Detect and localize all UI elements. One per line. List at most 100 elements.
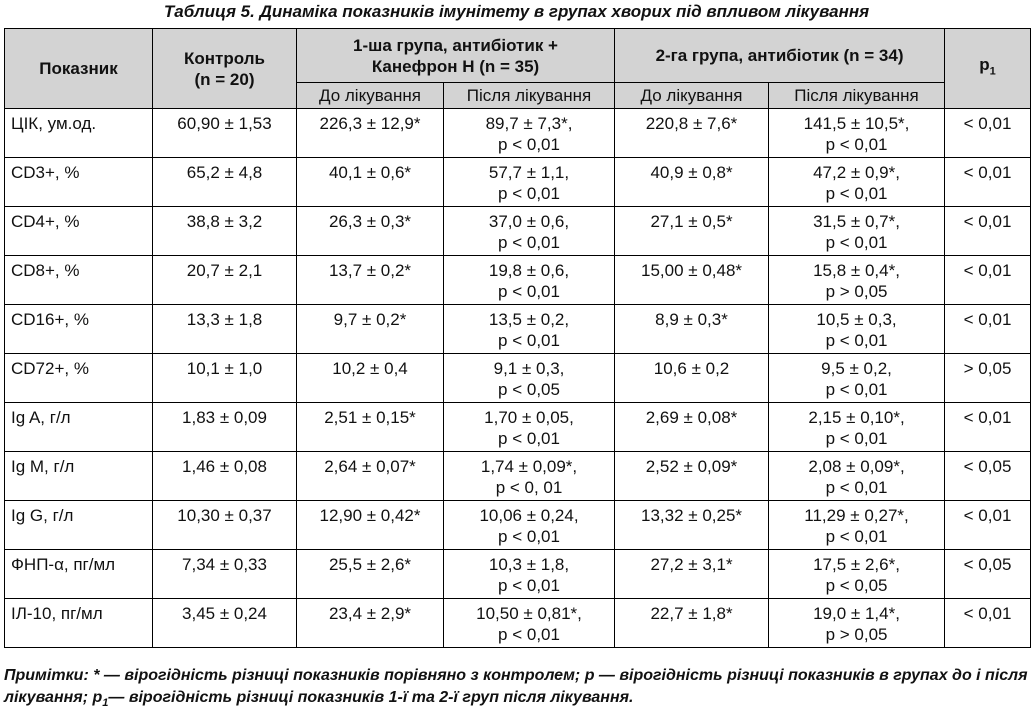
table-cell: 40,1 ± 0,6* bbox=[296, 157, 444, 207]
table-cell: 15,8 ± 0,4*, p > 0,05 bbox=[768, 255, 946, 305]
table-cell: 10,3 ± 1,8, p < 0,01 bbox=[442, 549, 616, 599]
table-cell: 37,0 ± 0,6, p < 0,01 bbox=[442, 206, 616, 256]
subheader-cell: До лікування bbox=[614, 82, 770, 109]
table-cell: 47,2 ± 0,9*, p < 0,01 bbox=[768, 157, 946, 207]
row-label: CD3+, % bbox=[4, 157, 153, 207]
row-label: CD16+, % bbox=[4, 304, 153, 354]
cell-line: p < 0,01 bbox=[498, 429, 560, 448]
table-cell: 10,1 ± 1,0 bbox=[152, 353, 297, 403]
table-cell: 27,2 ± 3,1* bbox=[614, 549, 770, 599]
table-body: ЦІК, ум.од. 60,90 ± 1,53 226,3 ± 12,9* 89,7… bbox=[4, 108, 1032, 648]
table-cell: 60,90 ± 1,53 bbox=[152, 108, 297, 158]
table-cell: 10,6 ± 0,2 bbox=[614, 353, 770, 403]
table-cell: 10,30 ± 0,37 bbox=[152, 500, 297, 550]
cell-line: p < 0,01 bbox=[498, 331, 560, 350]
table-cell: 10,50 ± 0,81*, p < 0,01 bbox=[442, 598, 616, 648]
row-label: Ig A, г/л bbox=[4, 402, 153, 452]
header-cell: Показник bbox=[4, 28, 153, 109]
cell-line: 19,0 ± 1,4*, bbox=[813, 604, 900, 623]
cell-line: 1-ша група, антибіотик + bbox=[353, 35, 558, 55]
cell-line: 37,0 ± 0,6, bbox=[488, 212, 570, 231]
table-row: CD72+, % 10,1 ± 1,0 10,2 ± 0,4 9,1 ± 0,3, p … bbox=[4, 353, 1032, 403]
subscript: 1 bbox=[989, 65, 996, 78]
p-symbol: p bbox=[979, 55, 990, 75]
table-cell: < 0,05 bbox=[944, 549, 1032, 599]
cell-line: 1,74 ± 0,09*, bbox=[480, 457, 578, 476]
data-table: Показник Контроль (n = 20) 1-ша група, ан… bbox=[4, 28, 1032, 648]
cell-line: 89,7 ± 7,3*, bbox=[485, 114, 573, 133]
table-cell: 65,2 ± 4,8 bbox=[152, 157, 297, 207]
cell-line: 9,1 ± 0,3, bbox=[493, 359, 565, 378]
table-row: ІЛ-10, пг/мл 3,45 ± 0,24 23,4 ± 2,9* 10,50 … bbox=[4, 598, 1032, 648]
cell-line: 10,06 ± 0,24, bbox=[479, 506, 579, 525]
note-text: — вірогідність різниці показників 1-ї та… bbox=[108, 689, 634, 706]
table-cell: 13,3 ± 1,8 bbox=[152, 304, 297, 354]
table-cell: 22,7 ± 1,8* bbox=[614, 598, 770, 648]
cell-line: Канефрон Н (n = 35) bbox=[371, 56, 540, 76]
subheader-cell: Після лікування bbox=[442, 82, 616, 109]
cell-line: 13,5 ± 0,2, bbox=[488, 310, 570, 329]
table-cell: 8,9 ± 0,3* bbox=[614, 304, 770, 354]
table-cell: < 0,05 bbox=[944, 451, 1032, 501]
table-cell: 57,7 ± 1,1, p < 0,01 bbox=[442, 157, 616, 207]
cell-line: p < 0,01 bbox=[825, 429, 888, 448]
table-cell: < 0,01 bbox=[944, 157, 1032, 207]
table-cell: 13,32 ± 0,25* bbox=[614, 500, 770, 550]
table-cell: 141,5 ± 10,5*, p < 0,01 bbox=[768, 108, 946, 158]
table-title: Таблиця 5. Динаміка показників імунітету… bbox=[163, 2, 870, 21]
table-cell: 11,29 ± 0,27*, p < 0,01 bbox=[768, 500, 946, 550]
cell-line: 47,2 ± 0,9*, bbox=[813, 163, 900, 182]
cell-line: p < 0,01 bbox=[498, 135, 560, 154]
cell-line: p < 0,01 bbox=[825, 478, 888, 497]
cell-line: p < 0,01 bbox=[825, 331, 888, 350]
table-cell: 20,7 ± 2,1 bbox=[152, 255, 297, 305]
subscript: 1 bbox=[102, 697, 109, 710]
cell-line: p > 0,05 bbox=[825, 625, 888, 644]
cell-line: p < 0,01 bbox=[498, 527, 560, 546]
cell-line: 10,5 ± 0,3, bbox=[816, 310, 897, 329]
cell-line: 11,29 ± 0,27*, bbox=[804, 506, 909, 525]
table-cell: 2,64 ± 0,07* bbox=[296, 451, 444, 501]
cell-line: p < 0,01 bbox=[825, 184, 888, 203]
cell-line: p < 0,01 bbox=[498, 184, 560, 203]
table-cell: 9,1 ± 0,3, p < 0,05 bbox=[442, 353, 616, 403]
table-cell: 17,5 ± 2,6*, p < 0,05 bbox=[768, 549, 946, 599]
header-cell: Контроль (n = 20) bbox=[152, 28, 297, 109]
table-cell: 1,70 ± 0,05, p < 0,01 bbox=[442, 402, 616, 452]
cell-line: 15,8 ± 0,4*, bbox=[813, 261, 900, 280]
table-cell: 10,2 ± 0,4 bbox=[296, 353, 444, 403]
table-cell: 220,8 ± 7,6* bbox=[614, 108, 770, 158]
table-row: CD3+, % 65,2 ± 4,8 40,1 ± 0,6* 57,7 ± 1,1, p… bbox=[4, 157, 1032, 207]
table-cell: 89,7 ± 7,3*, p < 0,01 bbox=[442, 108, 616, 158]
cell-line: 9,5 ± 0,2, bbox=[821, 359, 892, 378]
table-row: Ig G, г/л 10,30 ± 0,37 12,90 ± 0,42* 10,06 … bbox=[4, 500, 1032, 550]
cell-line: p < 0,01 bbox=[498, 625, 560, 644]
table-cell: 9,5 ± 0,2, p < 0,01 bbox=[768, 353, 946, 403]
notes: Примітки: * — вірогідність різниці показ… bbox=[4, 665, 1030, 714]
header-row: Показник Контроль (n = 20) 1-ша група, ан… bbox=[4, 28, 1032, 109]
table-cell: < 0,01 bbox=[944, 108, 1032, 158]
note-text: Примітки: * — вірогідність різниці показ… bbox=[4, 667, 1028, 706]
table-cell: 31,5 ± 0,7*, p < 0,01 bbox=[768, 206, 946, 256]
table-cell: 19,8 ± 0,6, p < 0,01 bbox=[442, 255, 616, 305]
cell-line: 141,5 ± 10,5*, bbox=[803, 114, 910, 133]
table-row: ФНП-α, пг/мл 7,34 ± 0,33 25,5 ± 2,6* 10,3 ±… bbox=[4, 549, 1032, 599]
table-cell: 10,06 ± 0,24, p < 0,01 bbox=[442, 500, 616, 550]
table-cell: 13,5 ± 0,2, p < 0,01 bbox=[442, 304, 616, 354]
table-cell: < 0,01 bbox=[944, 402, 1032, 452]
table-cell: 9,7 ± 0,2* bbox=[296, 304, 444, 354]
cell-line: p < 0,01 bbox=[825, 527, 888, 546]
row-label: ІЛ-10, пг/мл bbox=[4, 598, 153, 648]
subheader-cell: До лікування bbox=[296, 82, 444, 109]
table-cell: 1,74 ± 0,09*, p < 0, 01 bbox=[442, 451, 616, 501]
table-row: Ig A, г/л 1,83 ± 0,09 2,51 ± 0,15* 1,70 ± 0… bbox=[4, 402, 1032, 452]
table-cell: 2,08 ± 0,09*, p < 0,01 bbox=[768, 451, 946, 501]
table-cell: < 0,01 bbox=[944, 500, 1032, 550]
cell-line: 19,8 ± 0,6, bbox=[488, 261, 570, 280]
header-row: До лікування Після лікування До лікування П… bbox=[5, 82, 1031, 109]
table-cell: 19,0 ± 1,4*, p > 0,05 bbox=[768, 598, 946, 648]
cell-line: 31,5 ± 0,7*, bbox=[813, 212, 900, 231]
table-cell: 1,46 ± 0,08 bbox=[152, 451, 297, 501]
cell-line: p < 0,01 bbox=[825, 380, 888, 399]
